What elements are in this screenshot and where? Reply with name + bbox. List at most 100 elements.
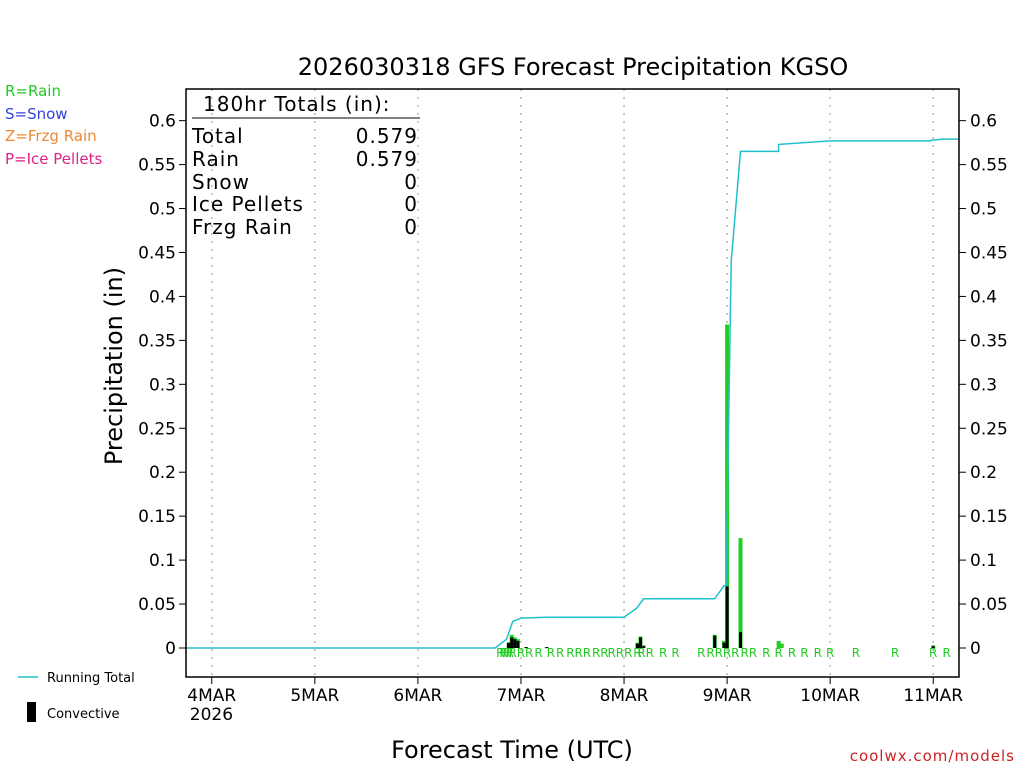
legend-convective: Convective	[47, 707, 120, 722]
x-tick-label-3: 7MAR	[496, 686, 545, 706]
convective-bar-15	[931, 646, 935, 648]
rain-marker-0: R	[496, 646, 504, 660]
y-axis-left: 0 0.05 0.1 0.15 0.2 0.25 0.3 0.35 0.4 0.45 0.5 0.55…	[138, 112, 186, 659]
convective-bar-2	[513, 639, 517, 648]
x-tick-label-4: 8MAR	[600, 686, 649, 706]
y-tick-label-left-1: 0.05	[138, 595, 176, 615]
y-tick-label-right-9: 0.45	[970, 243, 1008, 263]
rain-marker-23: R	[697, 646, 705, 660]
rain-marker-15: R	[607, 646, 615, 660]
y-tick-label-right-11: 0.55	[970, 156, 1008, 176]
convective-bar-10	[722, 642, 726, 648]
totals-ice-value: 0	[404, 192, 418, 216]
totals-total-label: Total	[191, 124, 244, 148]
x-tick-label-7: 11MAR	[903, 686, 963, 706]
y-tick-label-right-3: 0.15	[970, 507, 1008, 527]
rain-marker-21: R	[659, 646, 667, 660]
x-tick-label-1: 5MAR	[290, 686, 339, 706]
convective-swatch	[27, 702, 36, 722]
y-tick-label-right-1: 0.05	[970, 595, 1008, 615]
rain-marker-29: R	[749, 646, 757, 660]
convective-bar-9	[713, 635, 717, 648]
x-tick-label-0: 4MAR	[187, 686, 236, 706]
rain-marker-11: R	[575, 646, 583, 660]
y-tick-label-right-12: 0.6	[970, 112, 997, 132]
rain-marker-26: R	[723, 646, 731, 660]
y-tick-label-right-6: 0.3	[970, 375, 997, 395]
rain-marker-2: R	[502, 646, 510, 660]
rain-marker-35: R	[826, 646, 834, 660]
rain-marker-6: R	[525, 646, 533, 660]
convective-bar-0	[507, 642, 511, 648]
y-tick-label-left-0: 0	[165, 639, 176, 659]
totals-total-value: 0.579	[356, 124, 418, 148]
convective-bar-3	[516, 640, 520, 648]
rain-marker-31: R	[774, 646, 782, 660]
legend-freezing-rain: Z=Frzg Rain	[5, 127, 97, 145]
rain-marker-3: R	[505, 646, 513, 660]
legend-running-total: Running Total	[47, 671, 135, 686]
totals-frzg-label: Frzg Rain	[192, 215, 293, 239]
y-tick-label-left-8: 0.4	[149, 287, 176, 307]
totals-snow-label: Snow	[192, 170, 250, 194]
convective-bar-5	[545, 647, 549, 649]
legend-snow: S=Snow	[5, 105, 68, 123]
rain-marker-38: R	[929, 646, 937, 660]
y-tick-label-left-5: 0.25	[138, 419, 176, 439]
precip-bar-12	[738, 538, 743, 648]
rain-marker-8: R	[547, 646, 555, 660]
rain-marker-37: R	[891, 646, 899, 660]
rain-marker-25: R	[715, 646, 723, 660]
totals-frzg-value: 0	[404, 215, 418, 239]
y-tick-label-left-6: 0.3	[149, 375, 176, 395]
y-tick-label-right-5: 0.25	[970, 419, 1008, 439]
rain-marker-9: R	[556, 646, 564, 660]
series-legend: Running Total Convective	[18, 671, 135, 722]
x-tick-label-6: 10MAR	[800, 686, 860, 706]
rain-marker-4: R	[509, 646, 517, 660]
x-axis-label: Forecast Time (UTC)	[391, 736, 633, 764]
convective-bar-6	[635, 643, 639, 648]
rain-marker-20: R	[646, 646, 654, 660]
x-tick-sublabel-0: 2026	[190, 705, 233, 725]
rain-marker-1: R	[499, 646, 507, 660]
totals-ice-label: Ice Pellets	[192, 192, 304, 216]
rain-marker-12: R	[583, 646, 591, 660]
convective-bar-11	[725, 586, 729, 648]
rain-marker-17: R	[624, 646, 632, 660]
convective-bar-7	[639, 637, 643, 648]
vertical-gridlines	[211, 89, 934, 677]
rain-marker-13: R	[592, 646, 600, 660]
convective-bars	[507, 586, 935, 649]
rain-marker-39: R	[942, 646, 950, 660]
convective-bar-1	[510, 637, 514, 648]
rain-marker-27: R	[731, 646, 739, 660]
y-tick-label-right-8: 0.4	[970, 287, 997, 307]
totals-snow-value: 0	[404, 170, 418, 194]
precip-bar-14	[779, 643, 784, 648]
rain-marker-7: R	[534, 646, 542, 660]
site-credit: coolwx.com/models	[850, 747, 1015, 765]
y-tick-label-left-4: 0.2	[149, 463, 176, 483]
rain-marker-30: R	[762, 646, 770, 660]
rain-marker-36: R	[852, 646, 860, 660]
rain-marker-19: R	[637, 646, 645, 660]
y-tick-label-left-7: 0.35	[138, 331, 176, 351]
rain-marker-32: R	[788, 646, 796, 660]
y-tick-label-left-11: 0.55	[138, 156, 176, 176]
y-tick-label-left-2: 0.1	[149, 551, 176, 571]
chart-title: 2026030318 GFS Forecast Precipitation KG…	[298, 53, 848, 81]
running-total-line	[186, 138, 959, 649]
y-tick-label-right-2: 0.1	[970, 551, 997, 571]
y-tick-label-right-4: 0.2	[970, 463, 997, 483]
x-tick-label-5: 9MAR	[703, 686, 752, 706]
totals-box: 180hr Totals (in): Total 0.579 Rain 0.57…	[191, 92, 420, 239]
totals-rain-label: Rain	[192, 147, 240, 171]
y-tick-label-left-12: 0.6	[149, 112, 176, 132]
rain-marker-33: R	[800, 646, 808, 660]
y-tick-label-right-0: 0	[970, 639, 981, 659]
rain-marker-14: R	[600, 646, 608, 660]
